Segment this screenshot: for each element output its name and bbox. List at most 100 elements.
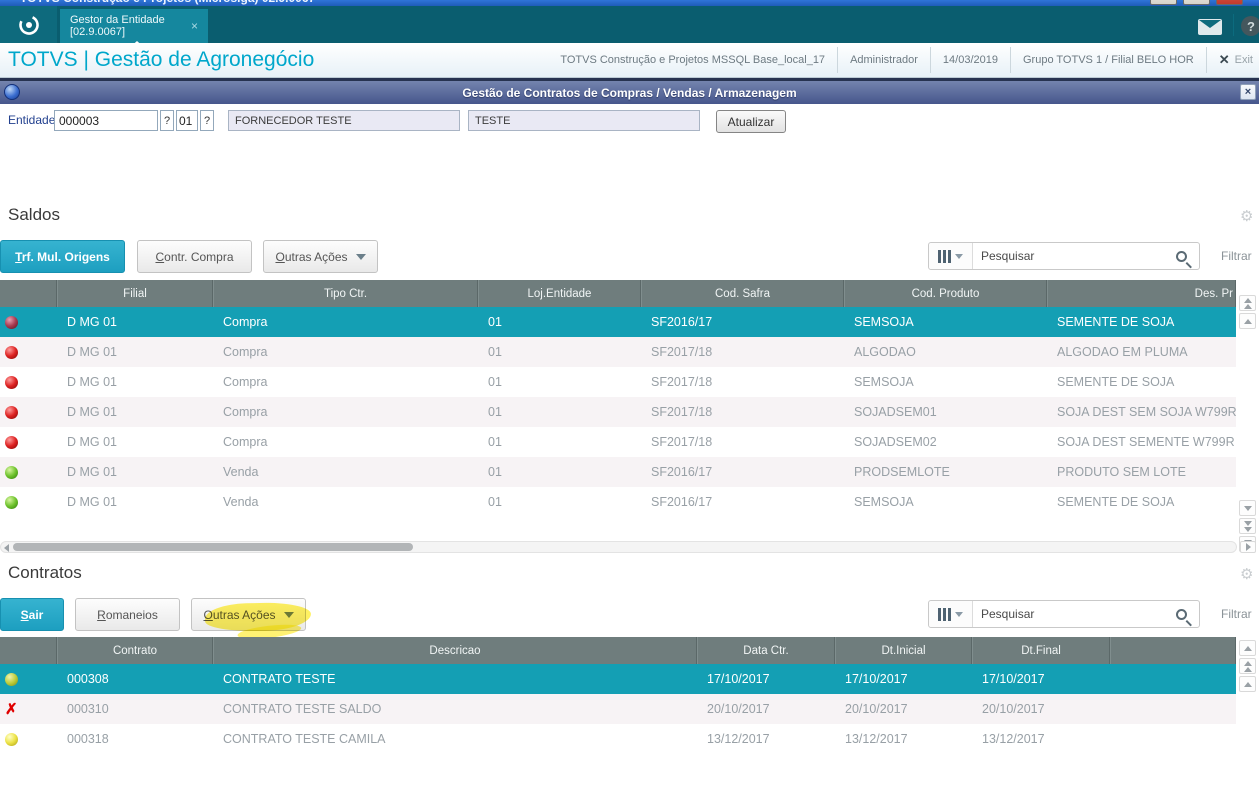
contratos-filter-link[interactable]: Filtrar <box>1221 607 1252 621</box>
entity-shortname-field: TESTE <box>468 110 700 131</box>
romaneios-button[interactable]: Romaneios <box>75 598 180 631</box>
table-row[interactable]: D MG 01 Compra 01 SF2017/18 SOJADSEM01 SOJA D… <box>0 397 1236 427</box>
column-header[interactable]: Tipo Ctr. <box>213 280 478 307</box>
contratos-vscrollbar[interactable] <box>1239 637 1257 797</box>
table-row[interactable]: ✗ 000310 CONTRATO TESTE SALDO 20/10/2017 20/… <box>0 694 1236 724</box>
scroll-left-icon[interactable] <box>4 544 9 552</box>
store-lookup-button[interactable]: ? <box>200 110 214 131</box>
saldos-hscrollbar[interactable] <box>0 541 1237 553</box>
column-header[interactable] <box>1110 637 1236 664</box>
cell-dt_final: 13/12/2017 <box>982 732 1045 746</box>
store-input[interactable] <box>176 110 198 131</box>
button-label: Outras Ações <box>275 249 348 264</box>
column-header[interactable]: Contrato <box>57 637 213 664</box>
saldos-vscrollbar[interactable] <box>1239 280 1257 552</box>
contratos-search-input[interactable] <box>973 607 1176 621</box>
search-icon[interactable] <box>1176 608 1187 620</box>
button-label: Sair <box>20 607 44 622</box>
cell-safra: SF2016/17 <box>651 495 713 509</box>
table-row[interactable]: 000308 CONTRATO TESTE 17/10/2017 17/10/2017… <box>0 664 1236 694</box>
cell-filial: D MG 01 <box>67 495 118 509</box>
entity-lookup-button[interactable]: ? <box>160 110 174 131</box>
column-header[interactable]: Dt.Final <box>972 637 1110 664</box>
cell-dt_inicial: 20/10/2017 <box>845 702 908 716</box>
cell-descricao: CONTRATO TESTE SALDO <box>223 702 382 716</box>
table-row[interactable]: D MG 01 Venda 01 SF2016/17 SEMSOJA SEMENTE DE… <box>0 487 1236 517</box>
chevron-down-icon <box>283 611 294 618</box>
cell-contrato: 000318 <box>67 732 109 746</box>
maximize-button[interactable] <box>1183 0 1210 5</box>
saldos-outras-acoes-button[interactable]: Outras Ações <box>263 240 378 273</box>
help-icon[interactable]: ? <box>1241 16 1259 36</box>
table-row[interactable]: D MG 01 Compra 01 SF2017/18 ALGODAO ALGODAO E… <box>0 337 1236 367</box>
column-header[interactable]: Cod. Safra <box>641 280 844 307</box>
table-row[interactable]: D MG 01 Compra 01 SF2017/18 SOJADSEM02 SOJA D… <box>0 427 1236 457</box>
mail-icon[interactable] <box>1198 19 1222 35</box>
table-row[interactable]: D MG 01 Compra 01 SF2017/18 SEMSOJA SEMENTE D… <box>0 367 1236 397</box>
cell-tipo: Compra <box>223 315 268 329</box>
contratos-outras-acoes-button[interactable]: Outras Ações <box>191 598 306 631</box>
scroll-up-icon[interactable] <box>1239 313 1256 329</box>
saldos-filter-link[interactable]: Filtrar <box>1221 249 1252 263</box>
minimize-button[interactable] <box>1150 0 1177 5</box>
cell-filial: D MG 01 <box>67 375 118 389</box>
hscroll-thumb[interactable] <box>13 543 413 551</box>
cell-data_ctr: 20/10/2017 <box>707 702 770 716</box>
cell-dt_inicial: 13/12/2017 <box>845 732 908 746</box>
totvs-logo-icon[interactable] <box>0 6 57 43</box>
trf-mul-origens-button[interactable]: Trf. Mul. Origens <box>0 240 125 273</box>
cell-descricao: CONTRATO TESTE <box>223 672 336 686</box>
entity-code-input[interactable] <box>54 110 158 131</box>
mdi-close-button[interactable]: × <box>1240 84 1256 100</box>
column-picker-button[interactable] <box>929 243 973 269</box>
scroll-double-up-icon[interactable] <box>1239 658 1256 674</box>
contratos-grid: Contrato Descricao Data Ctr. Dt.Inicial Dt.F… <box>0 637 1236 754</box>
scroll-right-button[interactable] <box>1240 541 1256 553</box>
tab-close-icon[interactable]: × <box>190 19 198 33</box>
column-header[interactable]: Data Ctr. <box>697 637 835 664</box>
cell-descricao: ALGODAO EM PLUMA <box>1057 345 1188 359</box>
cell-dt_final: 17/10/2017 <box>982 672 1045 686</box>
cell-extra <box>1110 664 1236 694</box>
status-ball-icon <box>0 457 57 487</box>
column-picker-button[interactable] <box>929 601 973 627</box>
search-icon[interactable] <box>1176 250 1187 262</box>
contr-compra-button[interactable]: Contr. Compra <box>137 240 252 273</box>
column-header[interactable]: Loj.Entidade <box>478 280 641 307</box>
column-header[interactable]: Filial <box>57 280 213 307</box>
exit-button[interactable]: Exit <box>1234 54 1253 66</box>
scroll-double-down-icon[interactable] <box>1239 518 1256 534</box>
column-header[interactable]: Dt.Inicial <box>835 637 972 664</box>
status-ball-icon <box>0 337 57 367</box>
scroll-up-icon[interactable] <box>1239 640 1256 656</box>
scroll-double-up-icon[interactable] <box>1239 295 1256 311</box>
cell-contrato: 000308 <box>67 672 109 686</box>
table-row[interactable]: 000318 CONTRATO TESTE CAMILA 13/12/2017 13/… <box>0 724 1236 754</box>
update-button[interactable]: Atualizar <box>716 110 786 133</box>
cell-loja: 01 <box>488 315 502 329</box>
column-header[interactable] <box>0 637 57 664</box>
cell-extra <box>1110 694 1236 724</box>
table-row[interactable]: D MG 01 Venda 01 SF2016/17 PRODSEMLOTE PRODUT… <box>0 457 1236 487</box>
exit-icon[interactable]: ✕ <box>1218 52 1230 67</box>
divider <box>0 78 1259 81</box>
gear-icon[interactable]: ⚙ <box>1240 566 1254 583</box>
tab-gestor-da-entidade[interactable]: Gestor da Entidade [02.9.0067] × <box>60 9 208 43</box>
cell-loja: 01 <box>488 435 502 449</box>
cell-loja: 01 <box>488 495 502 509</box>
cell-dt_inicial: 17/10/2017 <box>845 672 908 686</box>
column-header[interactable]: Descricao <box>213 637 697 664</box>
contratos-grid-body: 000308 CONTRATO TESTE 17/10/2017 17/10/2017… <box>0 664 1236 754</box>
cell-loja: 01 <box>488 405 502 419</box>
gear-icon[interactable]: ⚙ <box>1240 208 1254 225</box>
column-header[interactable]: Des. Pr <box>1047 280 1236 307</box>
table-row[interactable]: D MG 01 Compra 01 SF2016/17 SEMSOJA SEMENTE D… <box>0 307 1236 337</box>
scroll-down-icon[interactable] <box>1239 500 1256 516</box>
close-button[interactable] <box>1216 0 1243 5</box>
scroll-up-icon[interactable] <box>1239 676 1256 692</box>
column-header[interactable]: Cod. Produto <box>844 280 1047 307</box>
column-header[interactable] <box>0 280 57 307</box>
saldos-search-input[interactable] <box>973 249 1176 263</box>
sair-button[interactable]: Sair <box>0 598 64 631</box>
cell-tipo: Venda <box>223 465 259 479</box>
